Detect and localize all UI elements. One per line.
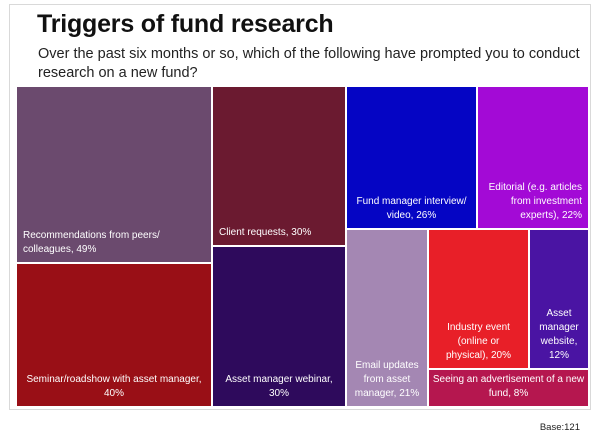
treemap-tile-email-updates-from-asset-manager: Email updates from asset manager, 21% [347,230,427,406]
treemap-label: Asset manager webinar, 30% [225,374,332,399]
treemap-label: Fund manager interview/video, 26% [356,196,466,221]
chart-title: Triggers of fund research [37,10,334,38]
treemap-tile-client-requests: Client requests, 30% [213,87,345,245]
treemap-rect [213,247,345,406]
treemap-rect [17,264,211,406]
treemap-tile-industry-event-online-or-physical: Industry event (online or physical), 20% [429,230,528,368]
treemap-rect [429,370,588,406]
treemap-label: Industry event (online or physical), 20% [446,322,511,361]
treemap-tile-recommendations-from-peers-colleagues: Recommendations from peers/colleagues, 4… [17,87,211,262]
treemap-label: Email updates from asset manager, 21% [355,360,420,399]
treemap-rect [347,87,476,228]
treemap-rect [347,230,427,406]
chart-subtitle: Over the past six months or so, which of… [38,46,580,81]
treemap-label: Editorial (e.g. articles from investment e… [489,182,583,221]
treemap-rect [530,230,588,368]
treemap-tile-seeing-an-advertisement-of-a-new-fund: Seeing an advertisement of a new fund, 8% [429,370,588,406]
base-note: Base:121 [539,422,580,433]
treemap-tile-fund-manager-interview-video: Fund manager interview/video, 26% [347,87,476,228]
treemap-tile-asset-manager-website: Asset manager website, 12% [530,230,588,368]
treemap-rect [213,87,345,245]
treemap-tile-asset-manager-webinar: Asset manager webinar, 30% [213,247,345,406]
treemap-label: Client requests, 30% [219,227,311,238]
treemap-label: Seeing an advertisement of a new fund, 8% [433,374,585,399]
treemap-tile-editorial-e-g-articles-from-investment-experts: Editorial (e.g. articles from investment e… [478,87,588,228]
treemap-rect [478,87,588,228]
treemap-rect [17,87,211,262]
treemap-label: Recommendations from peers/colleagues, 4… [23,230,160,255]
treemap-label: Asset manager website, 12% [539,308,579,361]
treemap-rect [429,230,528,368]
treemap-label: Seminar/roadshow with asset manager, 40% [26,374,201,399]
treemap-tile-seminar-roadshow-with-asset-manager: Seminar/roadshow with asset manager, 40% [17,264,211,406]
